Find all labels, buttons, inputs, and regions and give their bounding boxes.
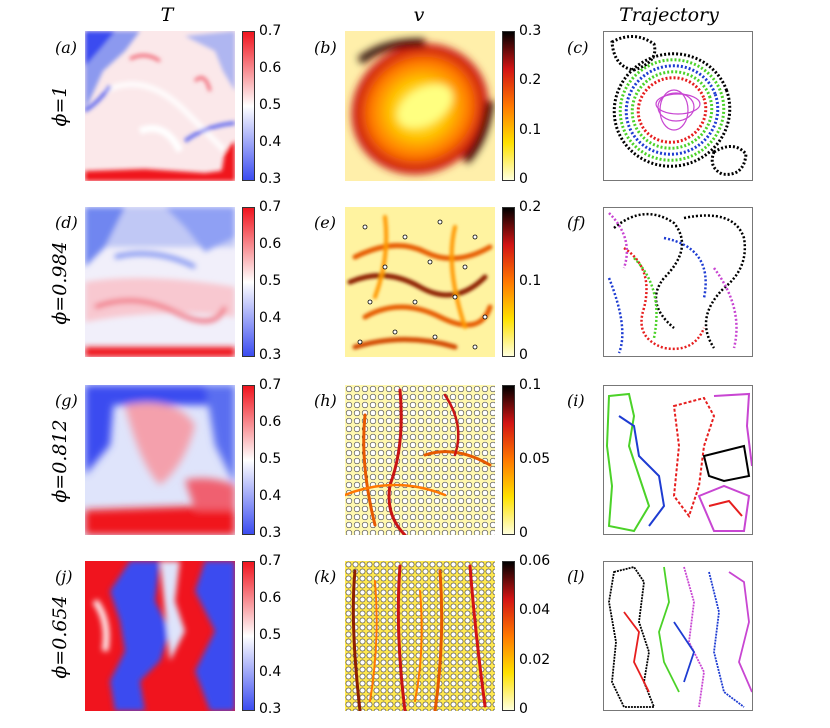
trajectory-plot-l-svg [608, 565, 752, 708]
panel-label-c: (c) [567, 38, 589, 57]
trajectory-plot-c-svg [610, 35, 748, 176]
column-title-velocity: v [413, 4, 425, 26]
temperature-field-a-svg [85, 31, 235, 181]
trajectory-plot-i-svg [605, 392, 752, 533]
temperature-field-j [85, 561, 235, 711]
velocity-field-k [345, 561, 495, 711]
trajectory-plot-c [603, 31, 753, 181]
tick-label: 0.6 [259, 60, 282, 76]
velocity-colorbar-b [502, 31, 515, 181]
tick-label: 0.3 [259, 171, 282, 187]
temperature-colorbar-g [242, 385, 255, 535]
temperature-colorbar-j [242, 561, 255, 711]
panel-label-g: (g) [55, 391, 78, 410]
tick-label: 0.5 [259, 97, 282, 113]
tick-label: 0.4 [259, 488, 282, 504]
panel-label-k: (k) [314, 567, 337, 586]
tick-label: 0.2 [519, 199, 542, 215]
temperature-field-g [85, 385, 235, 535]
trajectory-plot-i [603, 385, 753, 535]
tick-label: 0.3 [259, 347, 282, 363]
velocity-field-e-svg [345, 207, 495, 357]
panel-label-h: (h) [314, 391, 337, 410]
tick-label: 0.7 [259, 377, 282, 393]
temperature-field-g-svg [85, 385, 235, 535]
temperature-colorbar-a [242, 31, 255, 181]
tick-label: 0.3 [259, 701, 282, 717]
tick-label: 0.6 [259, 590, 282, 606]
velocity-colorbar-e [502, 207, 515, 357]
tick-label: 0.7 [259, 553, 282, 569]
temperature-field-j-svg [85, 561, 235, 711]
tick-label: 0.04 [519, 602, 551, 618]
tick-label: 0.02 [519, 652, 551, 668]
tick-label: 0 [519, 701, 528, 717]
panel-label-a: (a) [55, 38, 78, 57]
tick-label: 0.4 [259, 134, 282, 150]
tick-label: 0.7 [259, 23, 282, 39]
velocity-colorbar-k [502, 561, 515, 711]
trajectory-plot-l [603, 561, 753, 711]
tick-label: 0.1 [519, 273, 542, 289]
column-title-temperature: T [160, 4, 174, 26]
tick-label: 0.2 [519, 72, 542, 88]
tick-label: 0.6 [259, 414, 282, 430]
tick-label: 0.5 [259, 627, 282, 643]
panel-label-j: (j) [55, 567, 73, 586]
velocity-field-h-svg [345, 385, 495, 535]
tick-label: 0 [519, 347, 528, 363]
tick-label: 0.3 [259, 525, 282, 541]
tick-label: 0.4 [259, 664, 282, 680]
velocity-field-b [345, 31, 495, 181]
panel-label-l: (l) [567, 567, 585, 586]
panel-label-i: (i) [567, 391, 585, 410]
panel-label-e: (e) [314, 213, 336, 232]
trajectory-plot-f [603, 207, 753, 357]
velocity-field-k-svg [345, 561, 495, 711]
tick-label: 0.3 [519, 23, 542, 39]
tick-label: 0.06 [519, 553, 551, 569]
velocity-field-h [345, 385, 495, 535]
panel-label-f: (f) [567, 213, 586, 232]
velocity-colorbar-h [502, 385, 515, 535]
velocity-field-b-svg [345, 31, 495, 181]
tick-label: 0 [519, 525, 528, 541]
tick-label: 0 [519, 171, 528, 187]
temperature-field-d [85, 207, 235, 357]
tick-label: 0.4 [259, 310, 282, 326]
temperature-field-d-svg [85, 207, 235, 357]
tick-label: 0.5 [259, 451, 282, 467]
tick-label: 0.6 [259, 236, 282, 252]
tick-label: 0.05 [519, 451, 551, 467]
temperature-colorbar-d [242, 207, 255, 357]
panel-label-d: (d) [55, 213, 78, 232]
tick-label: 0.1 [519, 377, 542, 393]
tick-label: 0.5 [259, 273, 282, 289]
temperature-field-a [85, 31, 235, 181]
trajectory-plot-f-svg [607, 212, 747, 354]
panel-label-b: (b) [314, 38, 337, 57]
tick-label: 0.1 [519, 122, 542, 138]
velocity-field-e [345, 207, 495, 357]
column-title-trajectory: Trajectory [619, 4, 719, 26]
tick-label: 0.7 [259, 199, 282, 215]
